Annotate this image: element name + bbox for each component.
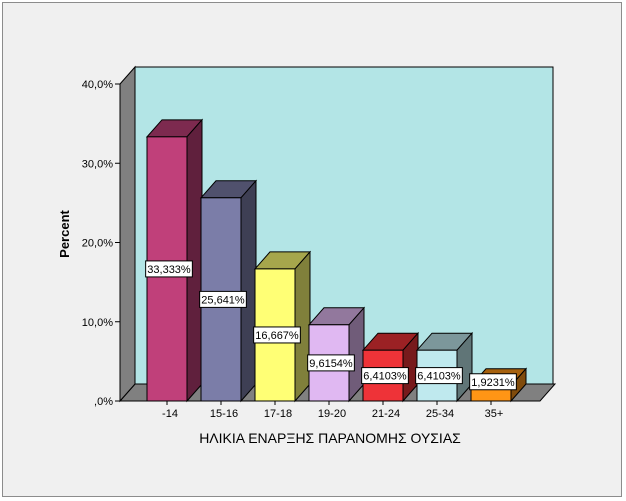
data-label: 6,4103% bbox=[363, 371, 407, 383]
y-tick-label: 10,0% bbox=[82, 317, 113, 329]
x-tick-label: 19-20 bbox=[318, 408, 346, 420]
bar-35+: 1,9231% bbox=[469, 367, 528, 403]
bar-15-16: 25,641% bbox=[199, 179, 258, 403]
bar-21-24: 6,4103% bbox=[361, 331, 420, 403]
data-label-box bbox=[199, 290, 247, 308]
x-axis: -14 15-16 17-18 19-20 21-24 25-34 35+ bbox=[120, 400, 540, 420]
y-tick-label: 30,0% bbox=[82, 158, 113, 170]
data-label-box bbox=[469, 373, 517, 391]
x-tick-label: 21-24 bbox=[372, 408, 400, 420]
x-axis-title: ΗΛΙΚΙΑ ΕΝΑΡΞΗΣ ΠΑΡΑΝΟΜΗΣ ΟΥΣΙΑΣ bbox=[199, 430, 461, 446]
data-label: 25,641% bbox=[201, 294, 245, 306]
data-label-box bbox=[415, 367, 463, 385]
bar-25-34: 6,4103% bbox=[415, 331, 474, 403]
x-tick-label: 35+ bbox=[485, 408, 504, 420]
bar-side bbox=[240, 179, 257, 403]
bar--14: 33,333% bbox=[145, 118, 204, 403]
y-tick-label: 40,0% bbox=[82, 79, 113, 91]
data-label: 6,4103% bbox=[417, 371, 461, 383]
x-tick-label: 17-18 bbox=[264, 408, 292, 420]
data-label-box bbox=[307, 354, 355, 372]
y-axis-title: Percent bbox=[57, 209, 72, 257]
x-tick-label: 25-34 bbox=[426, 408, 454, 420]
data-label: 1,9231% bbox=[471, 377, 515, 389]
bar-19-20: 9,6154% bbox=[307, 306, 366, 403]
y-tick-label: 20,0% bbox=[82, 238, 113, 250]
y-axis: ,0% 10,0% 20,0% 30,0% 40,0% bbox=[82, 79, 121, 408]
y-tick-label: ,0% bbox=[94, 396, 113, 408]
x-tick-label: 15-16 bbox=[210, 408, 238, 420]
data-label-box bbox=[361, 367, 409, 385]
data-label: 9,6154% bbox=[309, 358, 353, 370]
bars: 33,333% 25,641% 16,667% 9,6154% 6,4103% 6,410… bbox=[145, 118, 528, 403]
data-label-box bbox=[145, 260, 193, 278]
x-tick-label: -14 bbox=[162, 408, 178, 420]
bar-17-18: 16,667% bbox=[253, 250, 312, 403]
side-wall bbox=[119, 65, 136, 403]
data-label-box bbox=[253, 326, 301, 344]
data-label: 16,667% bbox=[255, 330, 299, 342]
data-label: 33,333% bbox=[147, 264, 191, 276]
